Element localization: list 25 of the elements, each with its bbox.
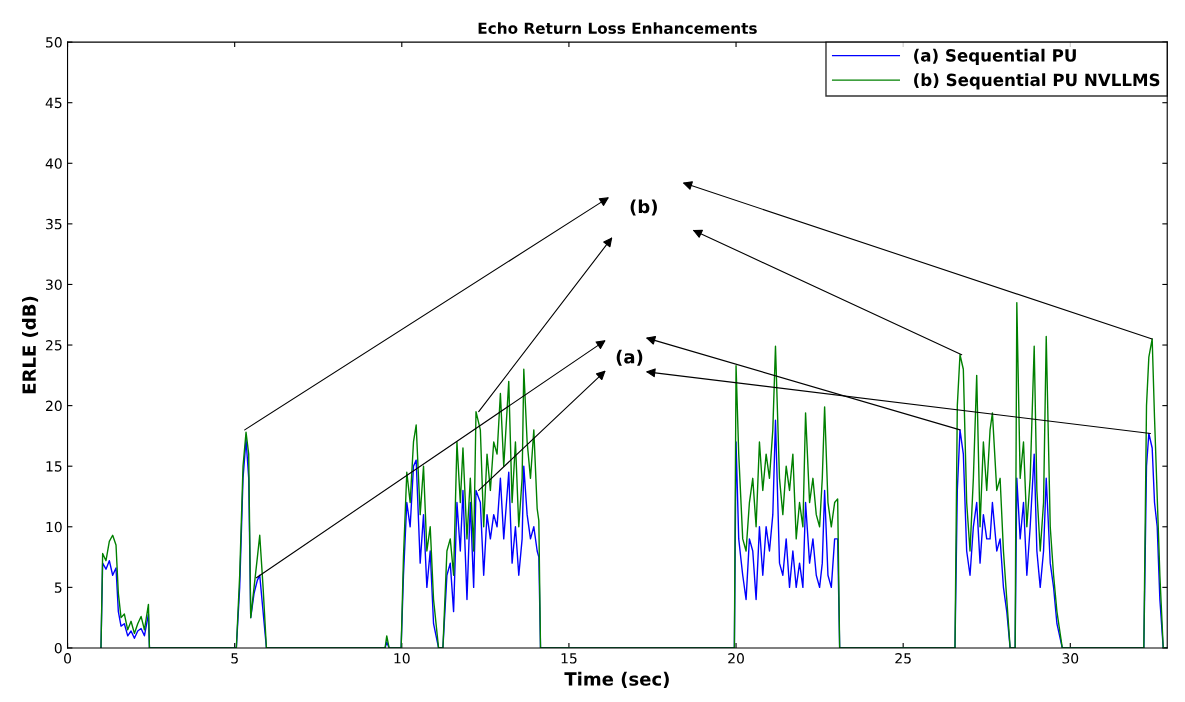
y-tick-label: 20 [46, 400, 62, 412]
annotation: (a) [616, 349, 643, 366]
x-tick-label: 5 [231, 653, 238, 664]
chart-title: Echo Return Loss Enhancements [478, 22, 757, 34]
y-tick-label: 35 [46, 218, 62, 230]
y-tick-label: 30 [46, 279, 62, 290]
y-tick-label: 45 [45, 97, 62, 109]
x-tick-label: 15 [561, 653, 577, 664]
y-axis-title: ERLE (dB) [21, 296, 39, 394]
legend-label: (a) Sequential PU [914, 48, 1076, 65]
y-tick-label: 5 [54, 582, 62, 593]
y-tick-label: 25 [46, 340, 62, 351]
y-tick-label: 50 [46, 37, 62, 48]
y-tick-label: 15 [46, 461, 62, 472]
y-tick-label: 10 [46, 521, 62, 533]
annotation: (b) [630, 199, 657, 216]
x-tick-label: 0 [64, 653, 72, 664]
x-tick-label: 30 [1062, 653, 1079, 664]
x-tick-label: 10 [394, 653, 410, 664]
y-tick-label: 40 [45, 158, 62, 169]
x-tick-label: 25 [895, 653, 911, 664]
x-axis-title: Time (sec) [564, 671, 669, 688]
legend-label: (b) Sequential PU NVLLMS [914, 73, 1160, 90]
x-tick-label: 20 [728, 653, 744, 664]
y-tick-label: 0 [54, 642, 62, 654]
